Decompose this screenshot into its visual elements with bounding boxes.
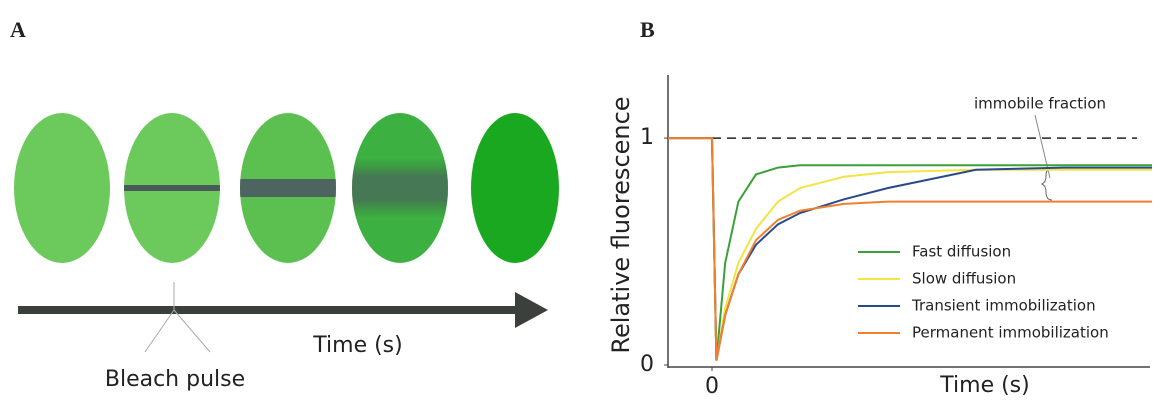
y-tick-label: 0 <box>640 352 654 377</box>
cells <box>14 113 559 263</box>
panel-label: B <box>640 17 655 42</box>
time-arrow <box>18 282 548 353</box>
legend-label: Permanent immobilization <box>912 324 1109 342</box>
x-tick-label: 0 <box>705 374 719 399</box>
y-axis-label: Relative fluorescence <box>607 96 635 353</box>
time-label: Time (s) <box>312 333 402 358</box>
legend-label: Slow diffusion <box>912 270 1016 288</box>
legend-label: Transient immobilization <box>911 297 1096 315</box>
panel-label: A <box>10 17 26 42</box>
annotation: immobile fraction <box>974 95 1106 113</box>
series-line <box>668 137 1152 361</box>
annotation-marker <box>1034 114 1053 201</box>
y-tick-label: 1 <box>640 125 654 150</box>
legend-label: Fast diffusion <box>912 243 1011 261</box>
pulse-label: Bleach pulse <box>105 367 245 392</box>
x-axis-label: Time (s) <box>939 373 1029 398</box>
